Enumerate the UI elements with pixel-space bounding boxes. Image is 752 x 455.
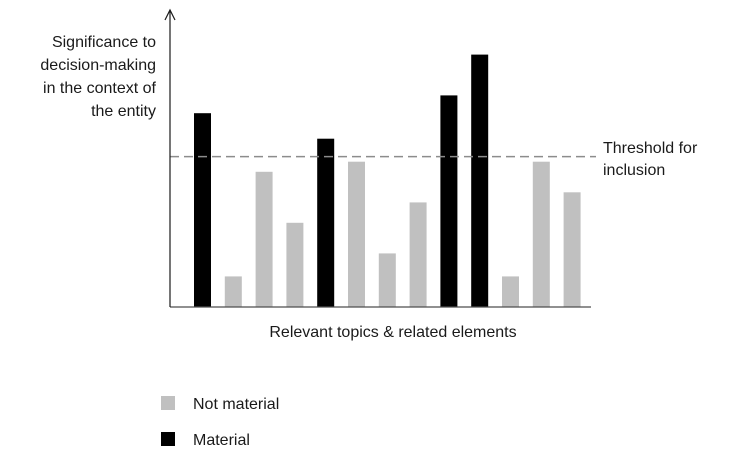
bar-not-material-7 — [378, 253, 396, 307]
legend-label-material: Material — [193, 432, 250, 449]
legend-swatch-material — [161, 432, 175, 446]
bar-not-material-4 — [286, 222, 304, 307]
y-axis-arrow-icon — [164, 8, 176, 21]
threshold-label-line-1: Threshold for — [603, 140, 698, 157]
legend: Not material Material — [161, 396, 279, 449]
threshold-label-line-2: inclusion — [603, 162, 665, 179]
bar-material-9 — [440, 95, 458, 308]
x-axis-label: Relevant topics & related elements — [269, 324, 516, 341]
bars-layer — [194, 54, 581, 308]
bar-not-material-8 — [409, 202, 427, 307]
y-axis-label-line-4: the entity — [91, 103, 156, 120]
bar-not-material-6 — [348, 161, 365, 307]
legend-label-not-material: Not material — [193, 396, 279, 413]
legend-swatch-not-material — [161, 396, 175, 410]
y-axis-label-line-1: Significance to — [52, 34, 156, 51]
bar-not-material-3 — [255, 171, 273, 307]
bar-not-material-12 — [532, 161, 550, 307]
y-axis-label-line-3: in the context of — [43, 80, 157, 97]
bar-material-10 — [471, 54, 489, 307]
bar-not-material-2 — [224, 276, 242, 307]
axes-layer — [164, 8, 596, 308]
bar-not-material-13 — [563, 192, 581, 308]
y-axis-label-line-2: decision-making — [40, 57, 156, 74]
bar-material-1 — [194, 113, 211, 307]
bar-material-5 — [317, 138, 335, 307]
bar-not-material-11 — [502, 276, 519, 307]
